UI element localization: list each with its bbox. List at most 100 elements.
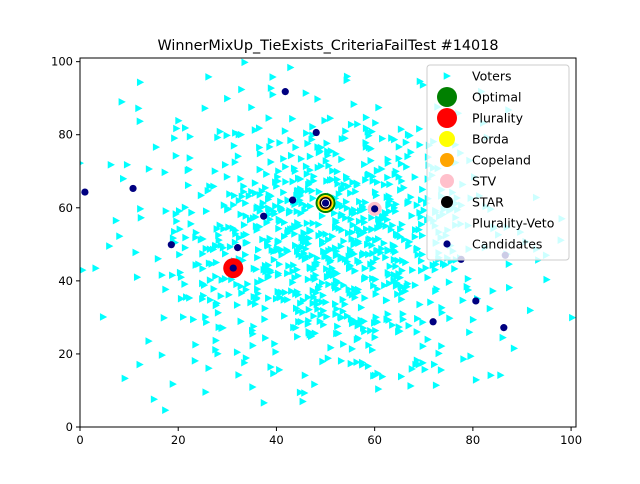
- voter-marker: [371, 333, 379, 342]
- voter-marker: [311, 380, 319, 389]
- voter-marker: [437, 366, 446, 374]
- voter-marker: [339, 295, 347, 304]
- voter-marker: [235, 233, 244, 242]
- voter-marker: [299, 296, 308, 305]
- voter-marker: [197, 235, 205, 244]
- voter-marker: [267, 84, 276, 92]
- voter-marker: [177, 273, 186, 282]
- voter-marker: [217, 241, 225, 249]
- voter-marker: [360, 205, 368, 214]
- x-tick-label: 0: [76, 433, 83, 447]
- voter-marker: [353, 179, 361, 188]
- voter-marker: [292, 241, 300, 250]
- voter-marker: [270, 255, 278, 264]
- voter-marker: [255, 124, 264, 132]
- voter-marker: [185, 165, 193, 174]
- voter-marker: [323, 265, 331, 273]
- voter-marker: [352, 187, 360, 196]
- voter-marker: [317, 310, 325, 319]
- voter-marker: [418, 250, 427, 259]
- voter-marker: [202, 244, 210, 253]
- legend-marker: [439, 131, 455, 147]
- voter-marker: [272, 202, 280, 210]
- voter-marker: [384, 155, 392, 164]
- voter-marker: [355, 239, 363, 248]
- voter-marker: [323, 139, 331, 148]
- voter-marker: [162, 406, 170, 414]
- voter-marker: [237, 210, 245, 219]
- voter-marker: [323, 177, 331, 185]
- voter-marker: [340, 281, 348, 290]
- voter-marker: [325, 161, 333, 170]
- voter-marker: [302, 162, 311, 171]
- voter-marker: [505, 260, 513, 268]
- voter-marker: [352, 318, 360, 326]
- voter-marker: [231, 238, 240, 247]
- voter-marker: [355, 226, 364, 235]
- voter-marker: [451, 265, 459, 273]
- voter-marker: [294, 219, 302, 227]
- voter-marker: [244, 280, 252, 288]
- voter-marker: [254, 203, 262, 211]
- voter-marker: [275, 224, 283, 233]
- voter-marker: [422, 264, 430, 272]
- x-tick-label: 100: [560, 433, 582, 447]
- voter-marker: [322, 230, 330, 239]
- voter-marker: [318, 298, 326, 306]
- voter-marker: [349, 178, 357, 187]
- voter-marker: [354, 256, 362, 265]
- voter-marker: [323, 312, 331, 321]
- voter-marker: [225, 290, 233, 299]
- voter-marker: [342, 198, 351, 206]
- voter-marker: [184, 181, 193, 190]
- voter-marker: [216, 127, 224, 136]
- voter-marker: [416, 141, 424, 149]
- voter-marker: [416, 125, 424, 133]
- voter-marker: [345, 229, 353, 237]
- voter-marker: [329, 232, 337, 241]
- voter-marker: [308, 251, 316, 260]
- voter-marker: [390, 246, 398, 255]
- voter-marker: [487, 371, 495, 380]
- voter-marker: [328, 175, 337, 184]
- voter-marker: [304, 139, 312, 148]
- voter-marker: [334, 322, 342, 331]
- voter-marker: [296, 190, 304, 198]
- voter-marker: [332, 150, 340, 158]
- voter-marker: [459, 296, 467, 305]
- voter-marker: [297, 175, 305, 183]
- voter-marker: [232, 230, 240, 238]
- voter-marker: [351, 206, 359, 214]
- voter-marker: [171, 227, 179, 236]
- voter-marker: [132, 248, 140, 257]
- voter-marker: [361, 294, 369, 302]
- voter-marker: [80, 266, 87, 274]
- voter-marker: [255, 245, 263, 254]
- legend-marker: [443, 240, 451, 248]
- voter-marker: [266, 215, 274, 224]
- voter-marker: [417, 213, 425, 221]
- voter-marker: [225, 205, 233, 213]
- voter-marker: [404, 279, 412, 288]
- voter-marker: [419, 185, 427, 194]
- voter-marker: [219, 324, 227, 332]
- voter-marker: [369, 258, 378, 267]
- voter-marker: [256, 165, 264, 174]
- voter-marker: [274, 177, 282, 185]
- voter-marker: [242, 212, 250, 220]
- voter-marker: [280, 188, 288, 197]
- voter-marker: [238, 192, 246, 201]
- voter-marker: [265, 261, 273, 270]
- voter-marker: [382, 222, 390, 230]
- voter-marker: [281, 127, 289, 135]
- voter-marker: [309, 286, 317, 295]
- voter-marker: [365, 131, 373, 140]
- voter-marker: [262, 334, 270, 342]
- voter-marker: [226, 190, 234, 198]
- voter-marker: [259, 235, 267, 244]
- voter-marker: [269, 73, 277, 81]
- voter-marker: [251, 300, 260, 308]
- voter-marker: [329, 167, 337, 175]
- voter-marker: [347, 315, 356, 323]
